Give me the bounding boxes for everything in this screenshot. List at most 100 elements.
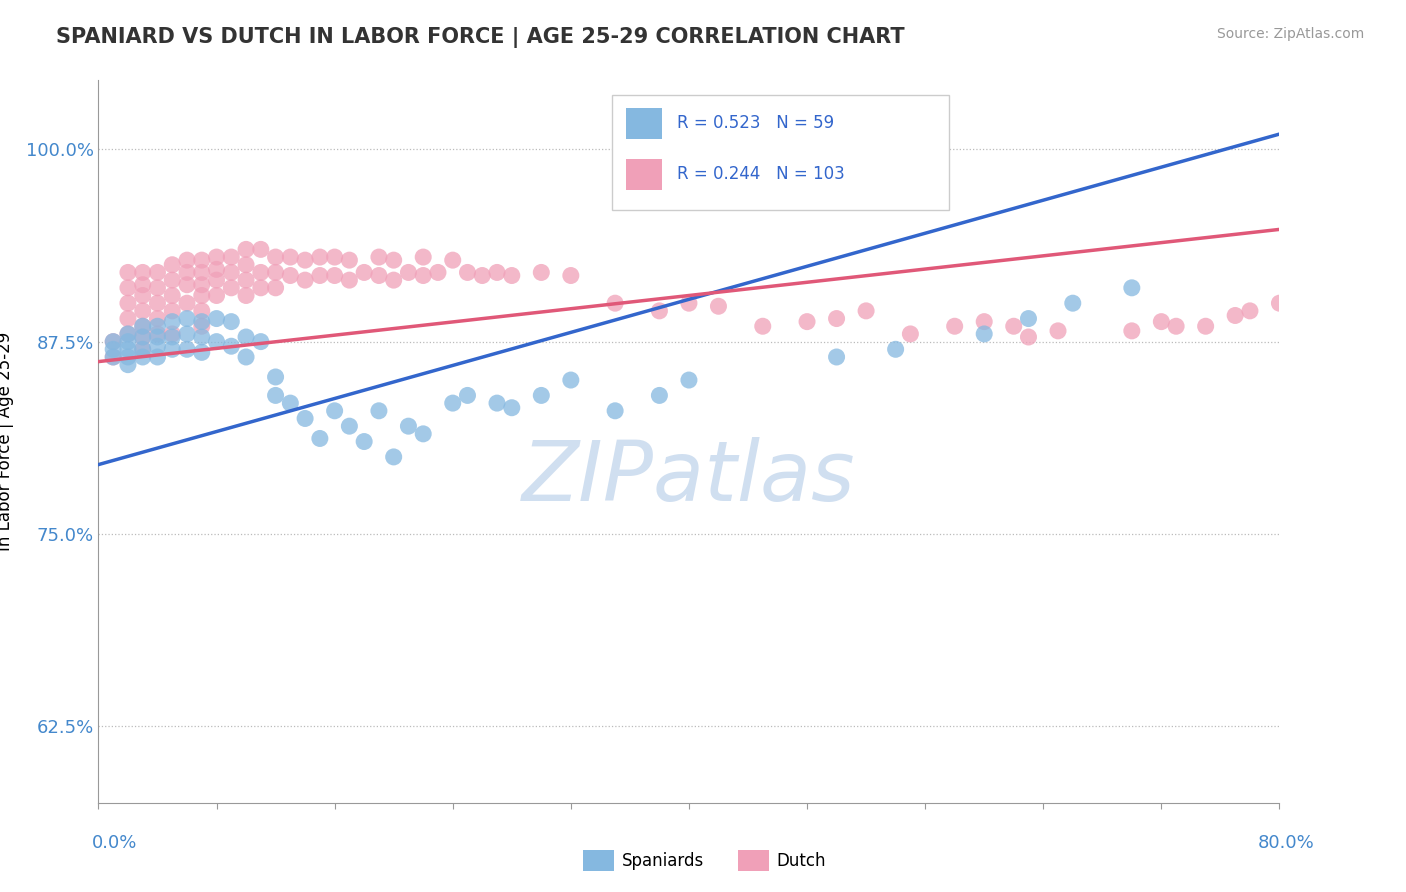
Point [117,281,139,295]
Point [205,311,228,326]
Point [235,258,257,272]
Point [205,273,228,287]
Point [264,265,287,279]
Point [1062,296,1084,310]
Point [1239,304,1261,318]
Point [117,265,139,279]
Point [339,273,361,287]
Point [1225,309,1247,323]
Point [441,253,464,268]
Point [1018,330,1040,344]
Point [943,319,966,334]
Point [707,299,730,313]
Text: Dutch: Dutch [776,852,825,870]
Point [132,343,155,357]
Point [103,350,125,364]
Point [117,334,139,349]
Point [117,358,139,372]
Point [162,343,183,357]
Point [176,311,198,326]
Point [191,319,214,334]
Point [132,288,155,302]
Point [235,273,257,287]
Point [309,432,332,446]
Point [221,281,243,295]
Point [264,250,287,264]
Point [323,250,346,264]
Point [250,265,273,279]
Point [191,288,214,302]
Point [398,419,420,434]
Point [162,326,183,341]
Point [294,253,316,268]
Point [648,388,671,402]
Point [132,319,155,334]
Point [191,277,214,292]
Point [176,343,198,357]
Point [1268,296,1291,310]
FancyBboxPatch shape [612,95,949,211]
Point [117,326,139,341]
Point [132,330,155,344]
Point [648,304,671,318]
Point [280,396,302,410]
Text: 0.0%: 0.0% [91,834,136,852]
Point [560,268,582,283]
Point [132,343,155,357]
Point [900,326,922,341]
Point [132,265,155,279]
Point [884,343,907,357]
Text: ZIPatlas: ZIPatlas [522,437,856,518]
Point [294,411,316,425]
Bar [626,159,662,189]
Point [412,268,434,283]
Text: Source: ZipAtlas.com: Source: ZipAtlas.com [1216,27,1364,41]
Point [146,339,169,353]
Point [250,334,273,349]
Point [339,253,361,268]
Point [176,296,198,310]
Point [191,330,214,344]
Text: 80.0%: 80.0% [1258,834,1315,852]
Point [353,265,375,279]
Point [471,268,494,283]
Point [103,343,125,357]
Point [191,304,214,318]
Point [176,253,198,268]
Point [146,326,169,341]
Point [752,319,775,334]
Point [162,288,183,302]
Point [221,265,243,279]
Point [427,265,450,279]
Point [117,296,139,310]
Point [457,265,479,279]
Point [132,319,155,334]
Point [264,370,287,384]
Point [323,404,346,418]
Point [530,388,553,402]
Point [368,268,391,283]
Point [323,268,346,283]
Text: R = 0.244   N = 103: R = 0.244 N = 103 [678,165,845,184]
Point [973,315,995,329]
Point [162,258,183,272]
Point [560,373,582,387]
Point [162,315,183,329]
Point [368,404,391,418]
Point [117,350,139,364]
Point [162,330,183,344]
Point [678,373,700,387]
Point [1121,281,1143,295]
Point [132,330,155,344]
Point [235,330,257,344]
Point [176,265,198,279]
Point [1121,324,1143,338]
Point [103,350,125,364]
Point [605,404,627,418]
Point [191,345,214,359]
Point [146,265,169,279]
Point [146,350,169,364]
Point [1150,315,1173,329]
Point [339,419,361,434]
Point [264,388,287,402]
